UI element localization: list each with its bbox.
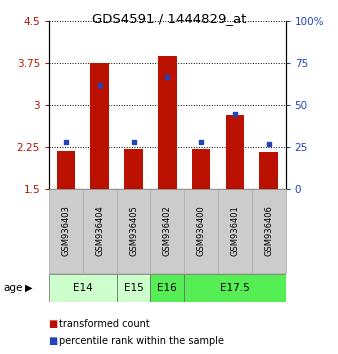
- Bar: [260, 152, 278, 189]
- Bar: [150, 189, 184, 273]
- Text: GSM936405: GSM936405: [129, 206, 138, 256]
- Bar: [184, 189, 218, 273]
- Text: GSM936404: GSM936404: [95, 206, 104, 256]
- Bar: [226, 115, 244, 189]
- Bar: [117, 274, 150, 302]
- Text: E17.5: E17.5: [220, 283, 250, 293]
- Bar: [192, 149, 210, 189]
- Bar: [218, 189, 252, 273]
- Bar: [83, 189, 117, 273]
- Bar: [117, 189, 150, 273]
- Bar: [158, 56, 177, 189]
- Text: transformed count: transformed count: [59, 319, 150, 329]
- Text: E16: E16: [158, 283, 177, 293]
- Text: age: age: [3, 283, 23, 293]
- Bar: [49, 274, 117, 302]
- Bar: [150, 274, 184, 302]
- Text: GDS4591 / 1444829_at: GDS4591 / 1444829_at: [92, 12, 246, 25]
- Text: percentile rank within the sample: percentile rank within the sample: [59, 336, 224, 346]
- Text: ▶: ▶: [25, 283, 33, 293]
- Bar: [56, 151, 75, 189]
- Bar: [184, 274, 286, 302]
- Text: GSM936402: GSM936402: [163, 206, 172, 256]
- Text: ■: ■: [48, 319, 57, 329]
- Text: GSM936403: GSM936403: [62, 206, 70, 256]
- Text: GSM936400: GSM936400: [197, 206, 206, 256]
- Text: E15: E15: [124, 283, 143, 293]
- Bar: [49, 189, 83, 273]
- Bar: [90, 63, 109, 189]
- Bar: [124, 149, 143, 189]
- Text: E14: E14: [73, 283, 93, 293]
- Text: GSM936406: GSM936406: [264, 206, 273, 256]
- Bar: [252, 189, 286, 273]
- Text: GSM936401: GSM936401: [231, 206, 239, 256]
- Text: ■: ■: [48, 336, 57, 346]
